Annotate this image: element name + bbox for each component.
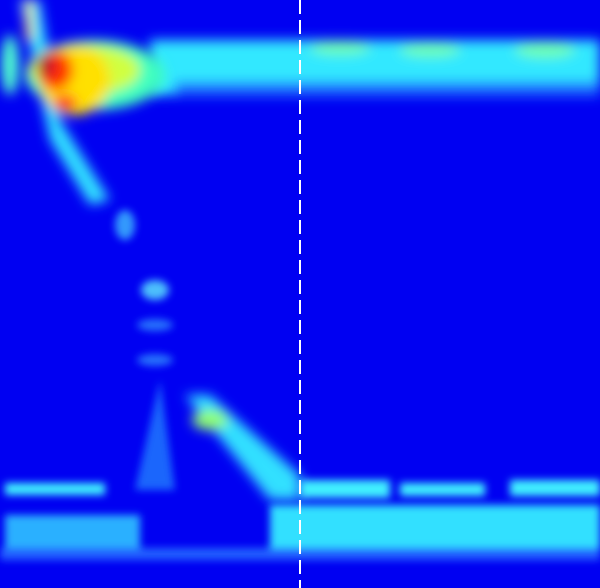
lower-bands xyxy=(0,480,600,560)
hot-region xyxy=(20,0,165,205)
faint-streak xyxy=(115,210,175,490)
lower-streak xyxy=(185,395,300,500)
top-band xyxy=(1,35,600,96)
